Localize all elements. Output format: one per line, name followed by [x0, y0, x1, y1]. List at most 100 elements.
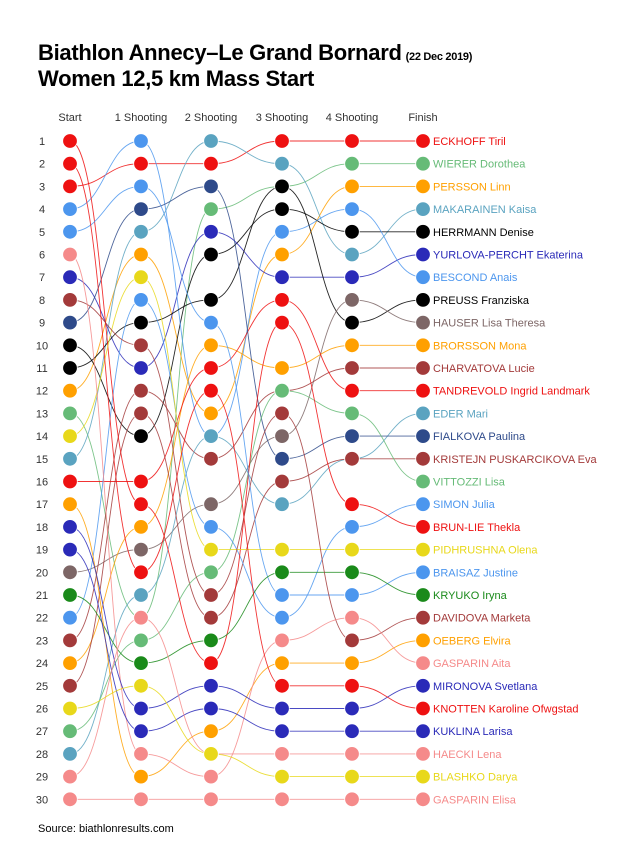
rank-marker	[415, 791, 431, 808]
rank-marker	[133, 428, 149, 444]
rank-marker	[344, 610, 360, 626]
athlete-label: BRAISAZ Justine	[433, 567, 518, 579]
rank-marker	[415, 428, 431, 444]
rank-marker	[62, 383, 78, 399]
rank-marker	[344, 292, 360, 308]
source-note: Source: biathlonresults.com	[38, 823, 174, 835]
rank-marker	[274, 746, 290, 762]
athlete-label: VITTOZZI Lisa	[433, 477, 506, 489]
position-label: 23	[36, 635, 48, 647]
athlete-label: DAVIDOVA Marketa	[433, 613, 531, 625]
series-lines	[69, 140, 424, 800]
rank-marker	[415, 292, 431, 308]
rank-marker	[415, 451, 431, 467]
rank-marker	[133, 541, 149, 558]
rank-marker	[274, 587, 290, 603]
rank-marker	[133, 723, 149, 739]
rank-marker	[415, 496, 431, 512]
rank-marker	[133, 610, 149, 626]
position-label: 5	[39, 227, 45, 239]
rank-marker	[203, 451, 219, 467]
position-label: 26	[36, 704, 48, 716]
chart-date: (22 Dec 2019)	[405, 51, 473, 63]
athlete-label: KRISTEJN PUSKARCIKOVA Eva	[433, 454, 598, 466]
position-label: 12	[36, 386, 48, 398]
rank-marker	[274, 383, 290, 399]
rank-marker	[203, 587, 219, 603]
rank-marker	[62, 133, 78, 149]
rank-marker	[344, 678, 360, 694]
rank-marker	[274, 678, 290, 694]
series-line	[69, 526, 424, 709]
rank-marker	[274, 405, 290, 422]
position-label: 17	[36, 499, 48, 511]
rank-marker	[62, 269, 78, 285]
athlete-label: FIALKOVA Paulina	[433, 431, 526, 443]
athlete-label: BESCOND Anais	[433, 272, 518, 284]
rank-marker	[415, 587, 431, 603]
rank-marker	[274, 564, 290, 581]
rank-marker	[274, 723, 290, 739]
rank-marker	[203, 314, 219, 331]
rank-marker	[344, 360, 360, 376]
rank-marker	[203, 700, 219, 717]
athlete-label: SIMON Julia	[433, 499, 496, 511]
rank-marker	[344, 519, 360, 535]
rank-marker	[344, 178, 360, 195]
rank-marker	[203, 791, 219, 808]
column-header: 4 Shooting	[326, 112, 379, 124]
position-label: 8	[39, 295, 45, 307]
position-label: 6	[39, 250, 45, 262]
rank-marker	[62, 473, 78, 490]
rank-marker	[62, 678, 78, 694]
athlete-label: BRUN-LIE Thekla	[433, 522, 521, 534]
rank-marker	[344, 201, 360, 217]
rank-marker	[344, 768, 360, 785]
rank-marker	[344, 564, 360, 581]
athlete-label: YURLOVA-PERCHT Ekaterina	[433, 250, 584, 262]
rank-marker	[415, 723, 431, 739]
rank-marker	[203, 383, 219, 399]
rank-marker	[203, 178, 219, 195]
rank-marker	[415, 224, 431, 240]
rank-marker	[203, 133, 219, 149]
athlete-label: KNOTTEN Karoline Ofwgstad	[433, 704, 579, 716]
position-label: 7	[39, 272, 45, 284]
athlete-label: GASPARIN Aita	[433, 658, 511, 670]
rank-marker	[274, 133, 290, 149]
rank-marker	[274, 632, 290, 649]
rank-marker	[133, 678, 149, 694]
rank-marker	[133, 496, 149, 512]
rank-marker	[344, 723, 360, 739]
rank-marker	[203, 519, 219, 535]
rank-marker	[274, 292, 290, 308]
rank-marker	[415, 632, 431, 649]
rank-marker	[344, 655, 360, 671]
rank-marker	[62, 791, 78, 808]
rank-marker	[62, 224, 78, 240]
rank-marker	[415, 678, 431, 694]
athlete-label: MAKARAINEN Kaisa	[433, 204, 537, 216]
finish-labels: ECKHOFF Tiril WIERER Dorothea PERSSON Linn…	[433, 136, 598, 806]
rank-marker	[62, 564, 78, 581]
position-label: 28	[36, 749, 48, 761]
rank-marker	[203, 610, 219, 626]
position-label: 18	[36, 522, 48, 534]
rank-marker	[415, 405, 431, 422]
position-label: 15	[36, 454, 48, 466]
rank-marker	[344, 746, 360, 762]
series-line	[69, 276, 423, 551]
rank-marker	[62, 587, 78, 603]
athlete-label: HAUSER Lisa Theresa	[433, 318, 546, 330]
rank-marker	[62, 610, 78, 626]
rank-marker	[203, 155, 219, 172]
rank-marker	[415, 655, 431, 671]
column-header: Finish	[408, 112, 437, 124]
rank-marker	[62, 314, 78, 331]
position-label: 1	[39, 136, 45, 148]
rank-marker	[274, 360, 290, 376]
athlete-label: TANDREVOLD Ingrid Landmark	[433, 386, 590, 398]
athlete-label: BLASHKO Darya	[433, 772, 518, 784]
series-line	[69, 163, 423, 619]
